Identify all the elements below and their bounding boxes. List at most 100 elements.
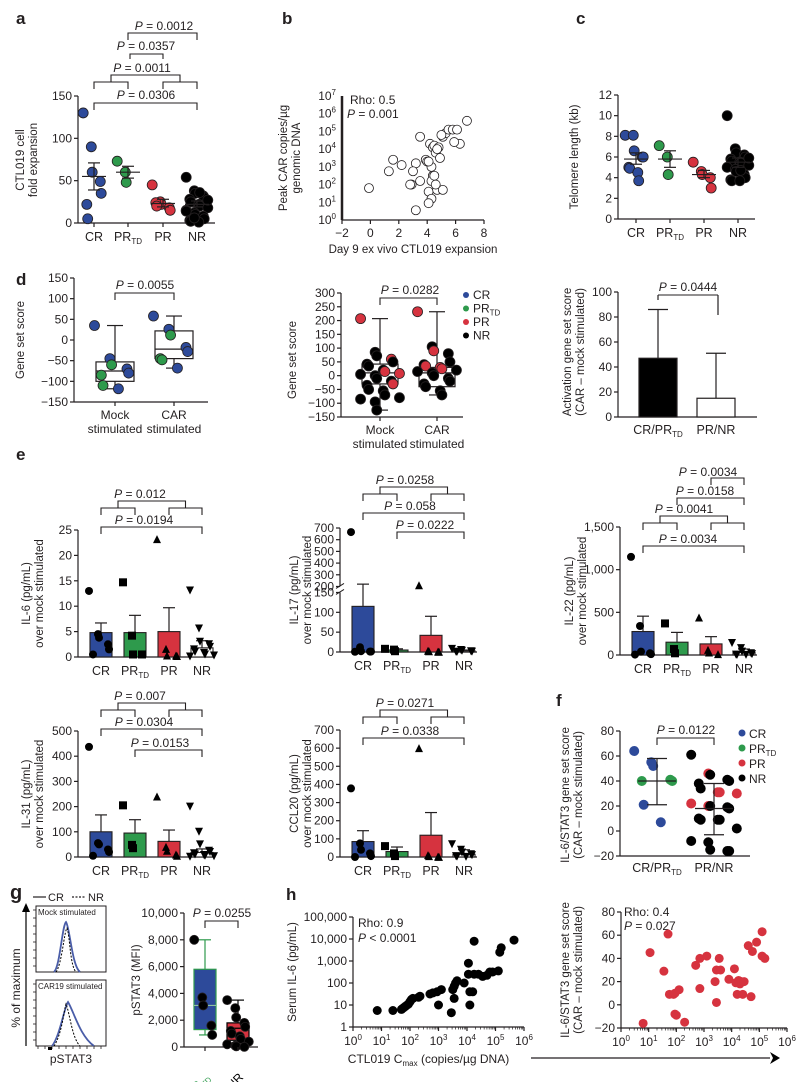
legend-marker-nr	[738, 774, 746, 782]
y-axis-label: Serum IL-6 (pg/mL)	[287, 922, 299, 1022]
data-point	[468, 987, 478, 997]
data-point	[721, 110, 733, 122]
data-point	[752, 937, 762, 947]
significance-bracket	[379, 486, 449, 494]
data-point	[415, 744, 423, 753]
y-axis-label: pSTAT3 (MFI)	[131, 944, 143, 1015]
data-point	[453, 852, 461, 861]
data-point	[458, 848, 466, 857]
p-value-label: P = 0.0194	[115, 513, 174, 527]
data-point	[714, 953, 724, 963]
tick-label-x: Mock	[366, 423, 396, 437]
legend-marker-pr	[738, 759, 746, 767]
tick-label-y: 0	[608, 998, 615, 1012]
tick-label-y: 200	[315, 314, 335, 328]
significance-bracket	[642, 522, 678, 530]
tick-label-y: 400	[314, 777, 334, 791]
data-point	[97, 380, 109, 391]
data-point	[239, 1041, 250, 1052]
data-point	[231, 1012, 242, 1023]
y-axis-label: genomic DNA	[291, 122, 303, 193]
tick-label-x: NR	[193, 864, 211, 878]
data-point	[728, 639, 736, 648]
y-axis-label: Gene set score	[15, 301, 27, 379]
data-point	[163, 846, 171, 855]
tick-label-x: PRTD	[656, 226, 684, 242]
panel-label-c: c	[576, 9, 585, 28]
bar	[696, 397, 736, 418]
data-point	[172, 362, 183, 374]
data-point	[437, 184, 448, 195]
data-point	[436, 130, 447, 140]
data-point	[89, 320, 100, 331]
tick-label-y: 60	[602, 928, 616, 942]
data-point	[743, 152, 755, 164]
tick-label-y: 0	[605, 410, 612, 424]
p-value-label: P = 0.0357	[117, 39, 176, 53]
tick-label-x: 100	[612, 1034, 630, 1049]
data-point	[702, 951, 712, 961]
tick-label-x: 105	[487, 1033, 505, 1048]
histogram-cr-curve	[51, 1000, 95, 1047]
p-value-label: P = 0.0055	[116, 278, 175, 292]
data-point	[206, 847, 214, 856]
tick-label-y: 200	[314, 814, 334, 828]
bar	[638, 357, 678, 418]
data-point	[509, 935, 519, 945]
tick-label-x: PRTD	[121, 664, 149, 680]
tick-label-y: 0	[171, 1040, 178, 1054]
data-point	[186, 652, 194, 661]
data-point	[638, 799, 649, 810]
significance-bracket	[379, 297, 438, 305]
tick-label-x: CR	[354, 864, 372, 878]
tick-label-x: 101	[640, 1034, 658, 1049]
tick-label-x: 0	[367, 226, 374, 240]
data-point	[687, 156, 699, 168]
data-point	[371, 404, 383, 416]
data-point	[123, 367, 135, 379]
tick-label-y: 60	[599, 335, 613, 349]
data-point	[201, 851, 209, 860]
x-axis-marker	[48, 1047, 52, 1050]
data-point	[355, 393, 366, 405]
tick-label-y: 100,000	[304, 910, 348, 924]
data-point	[695, 783, 706, 794]
data-point	[733, 650, 741, 659]
p-value-label: P = 0.0306	[117, 88, 176, 102]
tick-label-y: 80	[602, 905, 616, 919]
p-value-label: P = 0.0158	[676, 484, 735, 498]
data-point	[383, 166, 394, 177]
tick-label-y: 300	[315, 286, 335, 300]
data-point	[195, 827, 203, 836]
tick-label-y: 0	[328, 369, 335, 383]
significance-bracket	[710, 477, 745, 485]
tick-label-x: stimulated	[88, 422, 143, 436]
y-axis-label: CTL019 cell	[15, 129, 27, 190]
data-point	[95, 840, 103, 849]
tick-label-y: 150	[48, 271, 68, 285]
tick-label-x: CR	[85, 230, 103, 244]
tick-label-y: 0	[327, 850, 334, 864]
legend-marker-pr	[463, 319, 469, 325]
tick-label-y: 50	[321, 625, 335, 639]
tick-label-x: 100	[344, 1033, 362, 1048]
arrow-right-icon	[770, 1052, 780, 1064]
histogram-nr-curve	[55, 926, 77, 973]
tick-label-x: CR	[354, 659, 372, 673]
data-point	[430, 179, 441, 190]
data-point	[449, 993, 459, 1003]
data-point	[436, 985, 446, 995]
data-point	[724, 846, 735, 856]
tick-label-y: 100	[327, 976, 347, 990]
p-value-label: P = 0.0282	[381, 283, 440, 297]
tick-label-y: 250	[315, 300, 335, 314]
data-point	[420, 381, 432, 393]
tick-label-x: PRTD	[383, 659, 411, 675]
data-point	[391, 647, 399, 656]
tick-label-x: CR/PRTD	[633, 423, 683, 439]
data-point	[738, 647, 746, 656]
data-point	[423, 156, 434, 167]
tick-label-y: 104	[318, 141, 336, 156]
p-value-label: P = 0.012	[114, 487, 166, 501]
histogram-frame	[35, 979, 107, 1047]
